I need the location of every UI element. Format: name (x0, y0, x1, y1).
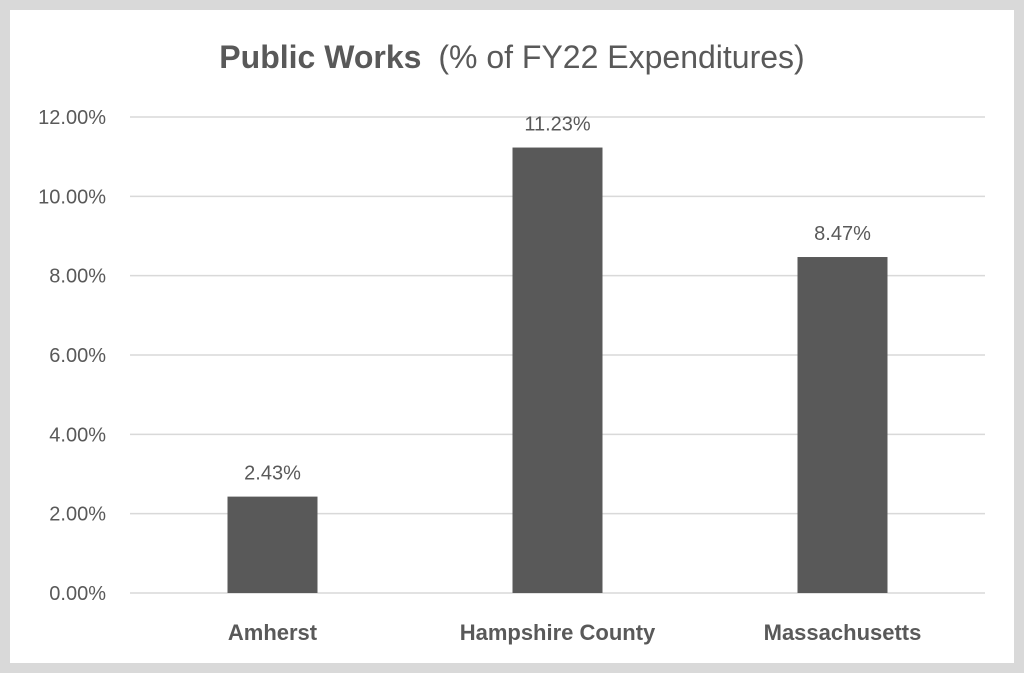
data-label: 8.47% (814, 223, 871, 245)
y-tick-label: 2.00% (49, 504, 106, 526)
bar (227, 496, 318, 593)
chart-frame: Public Works (% of FY22 Expenditures) 0.… (10, 10, 1014, 663)
bar (512, 147, 603, 593)
x-axis-ticks: Amherst Hampshire County Massachusetts (228, 620, 922, 645)
chart-title-bold: Public Works (219, 39, 421, 75)
x-tick-label: Amherst (228, 620, 318, 645)
bars (227, 147, 888, 593)
y-tick-label: 12.00% (38, 107, 106, 129)
bar (797, 257, 888, 593)
y-axis-ticks: 0.00% 2.00% 4.00% 6.00% 8.00% 10.00% 12.00% (38, 107, 106, 605)
data-label: 2.43% (244, 463, 301, 485)
data-labels: 2.43% 11.23% 8.47% (244, 114, 871, 485)
chart-title: Public Works (% of FY22 Expenditures) (219, 39, 804, 75)
y-tick-label: 10.00% (38, 186, 106, 208)
y-tick-label: 6.00% (49, 345, 106, 367)
x-tick-label: Hampshire County (460, 620, 656, 645)
chart-title-rest: (% of FY22 Expenditures) (438, 39, 804, 75)
x-tick-label: Massachusetts (764, 620, 922, 645)
y-tick-label: 0.00% (49, 583, 106, 605)
y-tick-label: 4.00% (49, 424, 106, 446)
data-label: 11.23% (524, 114, 591, 136)
bar-chart: Public Works (% of FY22 Expenditures) 0.… (38, 39, 985, 645)
y-tick-label: 8.00% (49, 266, 106, 288)
